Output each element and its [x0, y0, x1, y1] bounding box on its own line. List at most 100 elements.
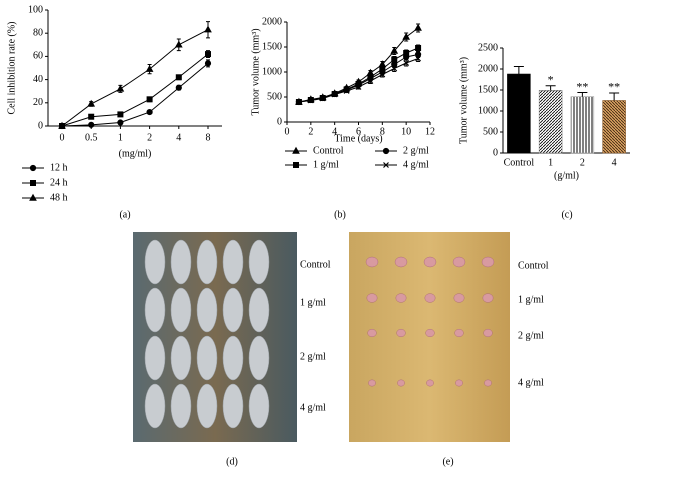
marker [87, 99, 96, 107]
legend-label: Control [313, 145, 344, 156]
mouse [248, 287, 270, 333]
marker [117, 111, 124, 118]
marker [319, 95, 326, 102]
marker [415, 45, 422, 51]
photo-label: 1 g/ml [300, 297, 326, 308]
legend-label: 48 h [50, 192, 68, 203]
photo-label: 2 g/ml [300, 351, 326, 362]
marker [402, 32, 411, 40]
marker [175, 84, 182, 91]
mouse [248, 335, 270, 381]
y-tick-label: 500 [483, 126, 498, 137]
y-tick-label: 40 [33, 74, 43, 85]
mouse [222, 335, 244, 381]
mouse [144, 287, 166, 333]
legend-label: 12 h [50, 162, 68, 173]
tumor [454, 328, 464, 338]
x-tick-label: 2 [147, 132, 152, 143]
marker [146, 96, 153, 103]
marker [415, 55, 422, 62]
x-tick-label: 12 [425, 126, 435, 137]
tumor [482, 293, 494, 303]
panel-label: (b) [334, 209, 346, 220]
significance: ** [576, 79, 588, 93]
tumor [452, 256, 466, 268]
legend-label: 24 h [50, 177, 68, 188]
marker [403, 53, 410, 61]
tumor [453, 293, 465, 303]
mouse [248, 383, 270, 429]
tumor [395, 293, 407, 303]
marker [145, 64, 154, 72]
y-tick-label: 60 [33, 51, 43, 62]
y-tick-label: 1000 [262, 66, 282, 77]
marker [390, 46, 399, 54]
marker [204, 25, 212, 33]
bar [538, 90, 563, 154]
tumor [484, 379, 492, 387]
mouse [170, 383, 192, 429]
marker [146, 108, 153, 116]
x-tick-label: 1 [118, 132, 123, 143]
photo-label: 4 g/ml [518, 377, 544, 388]
marker [391, 65, 398, 72]
x-axis-label: (g/ml) [554, 170, 579, 181]
tumor [368, 379, 376, 387]
y-tick-label: 500 [267, 91, 282, 102]
tumor [481, 256, 495, 268]
tumor [397, 379, 405, 387]
mouse [196, 335, 218, 381]
tumor [483, 328, 493, 338]
mouse [144, 335, 166, 381]
panel-label: (d) [226, 456, 238, 467]
legend-marker [29, 164, 37, 172]
photo-label: 1 g/ml [518, 294, 544, 305]
marker [116, 84, 125, 92]
mouse [144, 383, 166, 429]
mouse [248, 239, 270, 285]
y-tick-label: 100 [28, 4, 43, 15]
mouse [196, 383, 218, 429]
marker [331, 91, 338, 98]
tumor [394, 256, 408, 268]
series-line [61, 62, 209, 127]
x-tick-label: 8 [206, 132, 211, 143]
x-tick-label: 10 [401, 126, 411, 137]
tumor [366, 293, 378, 303]
y-axis-label: Cell inhibition rate (%) [6, 21, 17, 114]
mouse [222, 287, 244, 333]
panel-label: (a) [119, 209, 130, 220]
significance: * [548, 73, 554, 87]
marker [367, 78, 374, 84]
x-tick-label: 4 [612, 157, 617, 168]
error-bar [545, 85, 556, 91]
tumor [423, 256, 437, 268]
tumor [426, 379, 434, 387]
legend-label: 2 g/ml [403, 145, 429, 156]
y-axis-label: Tumor volume (mm³) [458, 57, 469, 144]
marker [174, 40, 183, 48]
legend-label: 1 g/ml [313, 159, 339, 170]
tumor [424, 293, 436, 303]
y-tick-label: 1500 [262, 41, 282, 52]
series-line [61, 53, 209, 127]
y-tick-label: 2000 [478, 63, 498, 74]
tumor [367, 328, 377, 338]
series-line [298, 47, 419, 103]
legend-marker [292, 146, 300, 154]
legend-marker [382, 147, 390, 155]
bar [507, 73, 531, 154]
marker [117, 119, 124, 126]
x-axis-label: Time (days) [334, 133, 382, 144]
tumor [396, 328, 406, 338]
mouse [170, 335, 192, 381]
marker [307, 97, 314, 104]
bar [570, 96, 595, 154]
legend-label: 4 g/ml [403, 159, 429, 170]
panel-label: (c) [561, 209, 572, 220]
marker [403, 60, 410, 66]
mouse [222, 239, 244, 285]
x-tick-label: 2 [580, 157, 585, 168]
mouse [196, 287, 218, 333]
photo-label: 2 g/ml [518, 330, 544, 341]
